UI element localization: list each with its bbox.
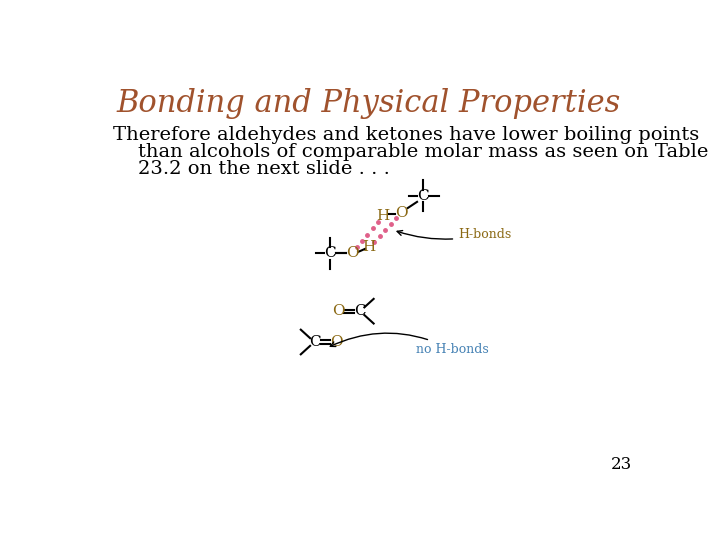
Text: C: C: [354, 304, 366, 318]
Text: C: C: [418, 188, 429, 202]
Text: O: O: [332, 304, 344, 318]
Text: 23.2 on the next slide . . .: 23.2 on the next slide . . .: [113, 160, 390, 178]
Text: H-bonds: H-bonds: [397, 228, 511, 241]
Text: 23: 23: [611, 456, 632, 473]
Text: C: C: [309, 335, 320, 349]
Text: Bonding and Physical Properties: Bonding and Physical Properties: [117, 88, 621, 119]
Text: C: C: [325, 246, 336, 260]
Text: no H-bonds: no H-bonds: [330, 333, 488, 356]
Text: H: H: [377, 209, 390, 222]
Text: O: O: [346, 246, 359, 260]
Text: O: O: [330, 335, 343, 349]
Text: than alcohols of comparable molar mass as seen on Table: than alcohols of comparable molar mass a…: [113, 143, 708, 161]
Text: Therefore aldehydes and ketones have lower boiling points: Therefore aldehydes and ketones have low…: [113, 126, 700, 144]
Text: O: O: [395, 206, 408, 220]
Text: H: H: [362, 240, 376, 254]
